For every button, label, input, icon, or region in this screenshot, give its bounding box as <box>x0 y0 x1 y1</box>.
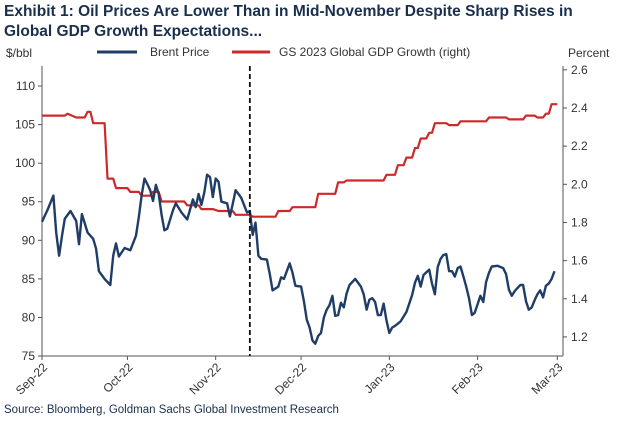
right-tick-label: 1.6 <box>571 254 588 268</box>
x-tick-label: Dec-22 <box>272 360 309 397</box>
left-axis-label: $/bbl <box>6 46 32 60</box>
x-tick-label: Nov-22 <box>187 360 224 397</box>
chart-title: Exhibit 1: Oil Prices Are Lower Than in … <box>4 3 573 40</box>
left-tick-label: 95 <box>22 195 36 209</box>
legend-label-brent: Brent Price <box>150 45 210 59</box>
left-tick-label: 75 <box>22 349 36 363</box>
right-tick-label: 2.0 <box>571 177 588 191</box>
x-axis: Sep-22 Oct-22 Nov-22 Dec-22 Jan-23 Feb-23 Mar-… <box>13 355 566 397</box>
source-note: Source: Bloomberg, Goldman Sachs Global … <box>4 404 339 416</box>
left-tick-label: 110 <box>16 79 35 93</box>
right-tick-label: 2.4 <box>571 101 588 115</box>
x-tick-label: Jan-23 <box>362 360 398 396</box>
right-tick-label: 2.6 <box>571 63 588 77</box>
x-tick-label: Feb-23 <box>449 360 486 397</box>
x-tick-label: Mar-23 <box>529 360 566 397</box>
left-tick-label: 90 <box>22 233 36 247</box>
x-tick-label: Sep-22 <box>13 360 50 397</box>
left-tick-label: 105 <box>15 118 35 132</box>
series-line-gdp-growth <box>42 103 558 218</box>
x-tick-label: Oct-22 <box>100 360 136 396</box>
right-tick-label: 1.2 <box>571 330 588 344</box>
left-axis: 75 80 85 90 95 100 105 110 <box>15 66 43 363</box>
right-axis-label: Percent <box>568 46 610 60</box>
series-line-brent-price <box>40 173 556 345</box>
right-axis: 1.2 1.4 1.6 1.8 2.0 2.2 2.4 2.6 <box>562 63 588 356</box>
right-tick-label: 2.2 <box>571 139 588 153</box>
plot-area <box>40 66 558 356</box>
left-tick-label: 85 <box>22 272 36 286</box>
legend: Brent Price GS 2023 Global GDP Growth (r… <box>97 45 470 59</box>
left-tick-label: 80 <box>22 310 36 324</box>
right-tick-label: 1.4 <box>571 292 588 306</box>
legend-label-gdp: GS 2023 Global GDP Growth (right) <box>279 45 470 59</box>
left-tick-label: 100 <box>15 156 35 170</box>
right-tick-label: 1.8 <box>571 215 588 229</box>
